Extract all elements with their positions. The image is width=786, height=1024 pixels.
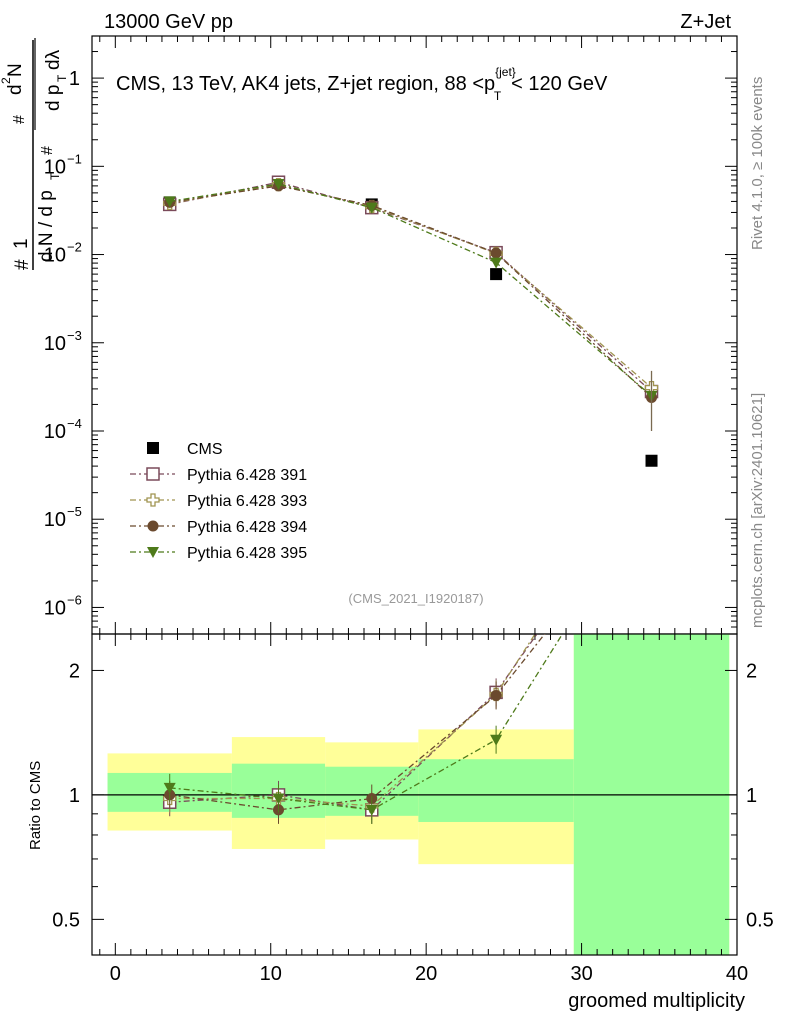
analysis-tag: (CMS_2021_I1920187): [348, 591, 483, 606]
x-tick-label: 30: [570, 963, 592, 985]
data-point: [272, 179, 285, 191]
svg-text:1: 1: [11, 238, 32, 249]
data-point: [490, 268, 503, 281]
ratio-line: [169, 634, 546, 811]
y-tick-label: −4: [67, 416, 82, 431]
ratio-y-tick-label: 2: [746, 660, 757, 682]
legend-marker: [147, 442, 159, 454]
legend-label: Pythia 6.428 393: [187, 493, 307, 510]
svg-text:T: T: [55, 74, 69, 82]
series-line: [169, 181, 652, 393]
main-title: CMS, 13 TeV, AK4 jets, Z+jet region, 88 …: [116, 65, 608, 103]
ratio-point: [272, 793, 285, 805]
ratio-point: [490, 734, 503, 746]
svg-text:#: #: [11, 115, 28, 124]
x-axis-label: groomed multiplicity: [568, 990, 745, 1012]
data-point: [163, 196, 176, 208]
x-tick-label: 10: [260, 963, 282, 985]
y-tick-label: 10: [44, 509, 66, 531]
x-tick-label: 0: [110, 963, 121, 985]
svg-text:#: #: [12, 259, 33, 270]
ratio-point: [365, 804, 378, 816]
legend-marker: [147, 547, 159, 558]
legend-marker: [146, 467, 160, 481]
legend-marker: [146, 493, 160, 507]
svg-text:dλ: dλ: [43, 49, 64, 70]
svg-text:2: 2: [0, 77, 13, 84]
ratio-point: [490, 689, 502, 701]
header-right: Z+Jet: [680, 11, 731, 33]
svg-text:T: T: [48, 172, 62, 180]
ratio-line: [169, 634, 564, 811]
ratio-y-tick-label: 1: [69, 785, 80, 807]
y-tick-label: −6: [67, 592, 82, 607]
legend: CMS Pythia 6.428 391 Pythia 6.428 393 Pythi…: [130, 441, 307, 562]
svg-text:d: d: [5, 84, 26, 95]
header-left: 13000 GeV pp: [104, 11, 233, 33]
legend-label: CMS: [187, 441, 223, 458]
data-point: [645, 454, 658, 467]
y-tick-label: −5: [67, 504, 82, 519]
y-tick-label: 10: [44, 156, 66, 178]
series-line: [169, 185, 652, 398]
ratio-panel: 0 10 20 30 40 0.5 0.5 1 1 2 2: [52, 633, 774, 985]
svg-text:N: N: [5, 63, 26, 77]
y-tick-label: 10: [44, 245, 66, 267]
mcplots-label: mcplots.cern.ch [arXiv:2401.10621]: [749, 393, 766, 628]
ratio-ylabel: Ratio to CMS: [27, 761, 44, 850]
ratio-line: [169, 634, 536, 807]
ratio-line: [169, 634, 538, 811]
y-tick-label: 10: [44, 597, 66, 619]
y-tick-label: −1: [67, 151, 82, 166]
legend-label: Pythia 6.428 394: [187, 519, 307, 536]
svg-text:#: #: [39, 146, 56, 155]
y-tick-label: −2: [67, 240, 82, 255]
svg-text:d p: d p: [43, 85, 64, 111]
y-tick-label: 10: [44, 333, 66, 355]
legend-marker: [147, 520, 159, 532]
x-tick-label: 40: [726, 963, 748, 985]
main-ylabel: # 1 d N / d p T # d 2 N # d p T dλ: [0, 38, 69, 270]
main-panel: 10 −610 −510 −410 −310 −210 −11: [44, 35, 738, 635]
y-tick-label: 10: [44, 421, 66, 443]
rivet-label: Rivet 4.1.0, ≥ 100k events: [749, 77, 766, 250]
y-tick-label: 1: [69, 68, 80, 90]
x-tick-label: 20: [415, 963, 437, 985]
ratio-y-tick-label: 0.5: [52, 909, 80, 931]
data-point: [490, 257, 503, 269]
legend-label: Pythia 6.428 395: [187, 545, 307, 562]
ratio-y-tick-label: 0.5: [746, 909, 774, 931]
data-point: [490, 247, 502, 259]
data-point: [365, 202, 378, 214]
series-line: [169, 183, 652, 389]
ratio-y-tick-label: 2: [69, 660, 80, 682]
series-line: [169, 183, 652, 397]
legend-label: Pythia 6.428 391: [187, 467, 307, 484]
ratio-y-tick-label: 1: [746, 785, 757, 807]
ratio-point: [163, 782, 176, 794]
uncertainty-band-green: [418, 759, 574, 822]
y-tick-label: −3: [67, 328, 82, 343]
svg-text:d N / d p: d N / d p: [36, 190, 57, 262]
